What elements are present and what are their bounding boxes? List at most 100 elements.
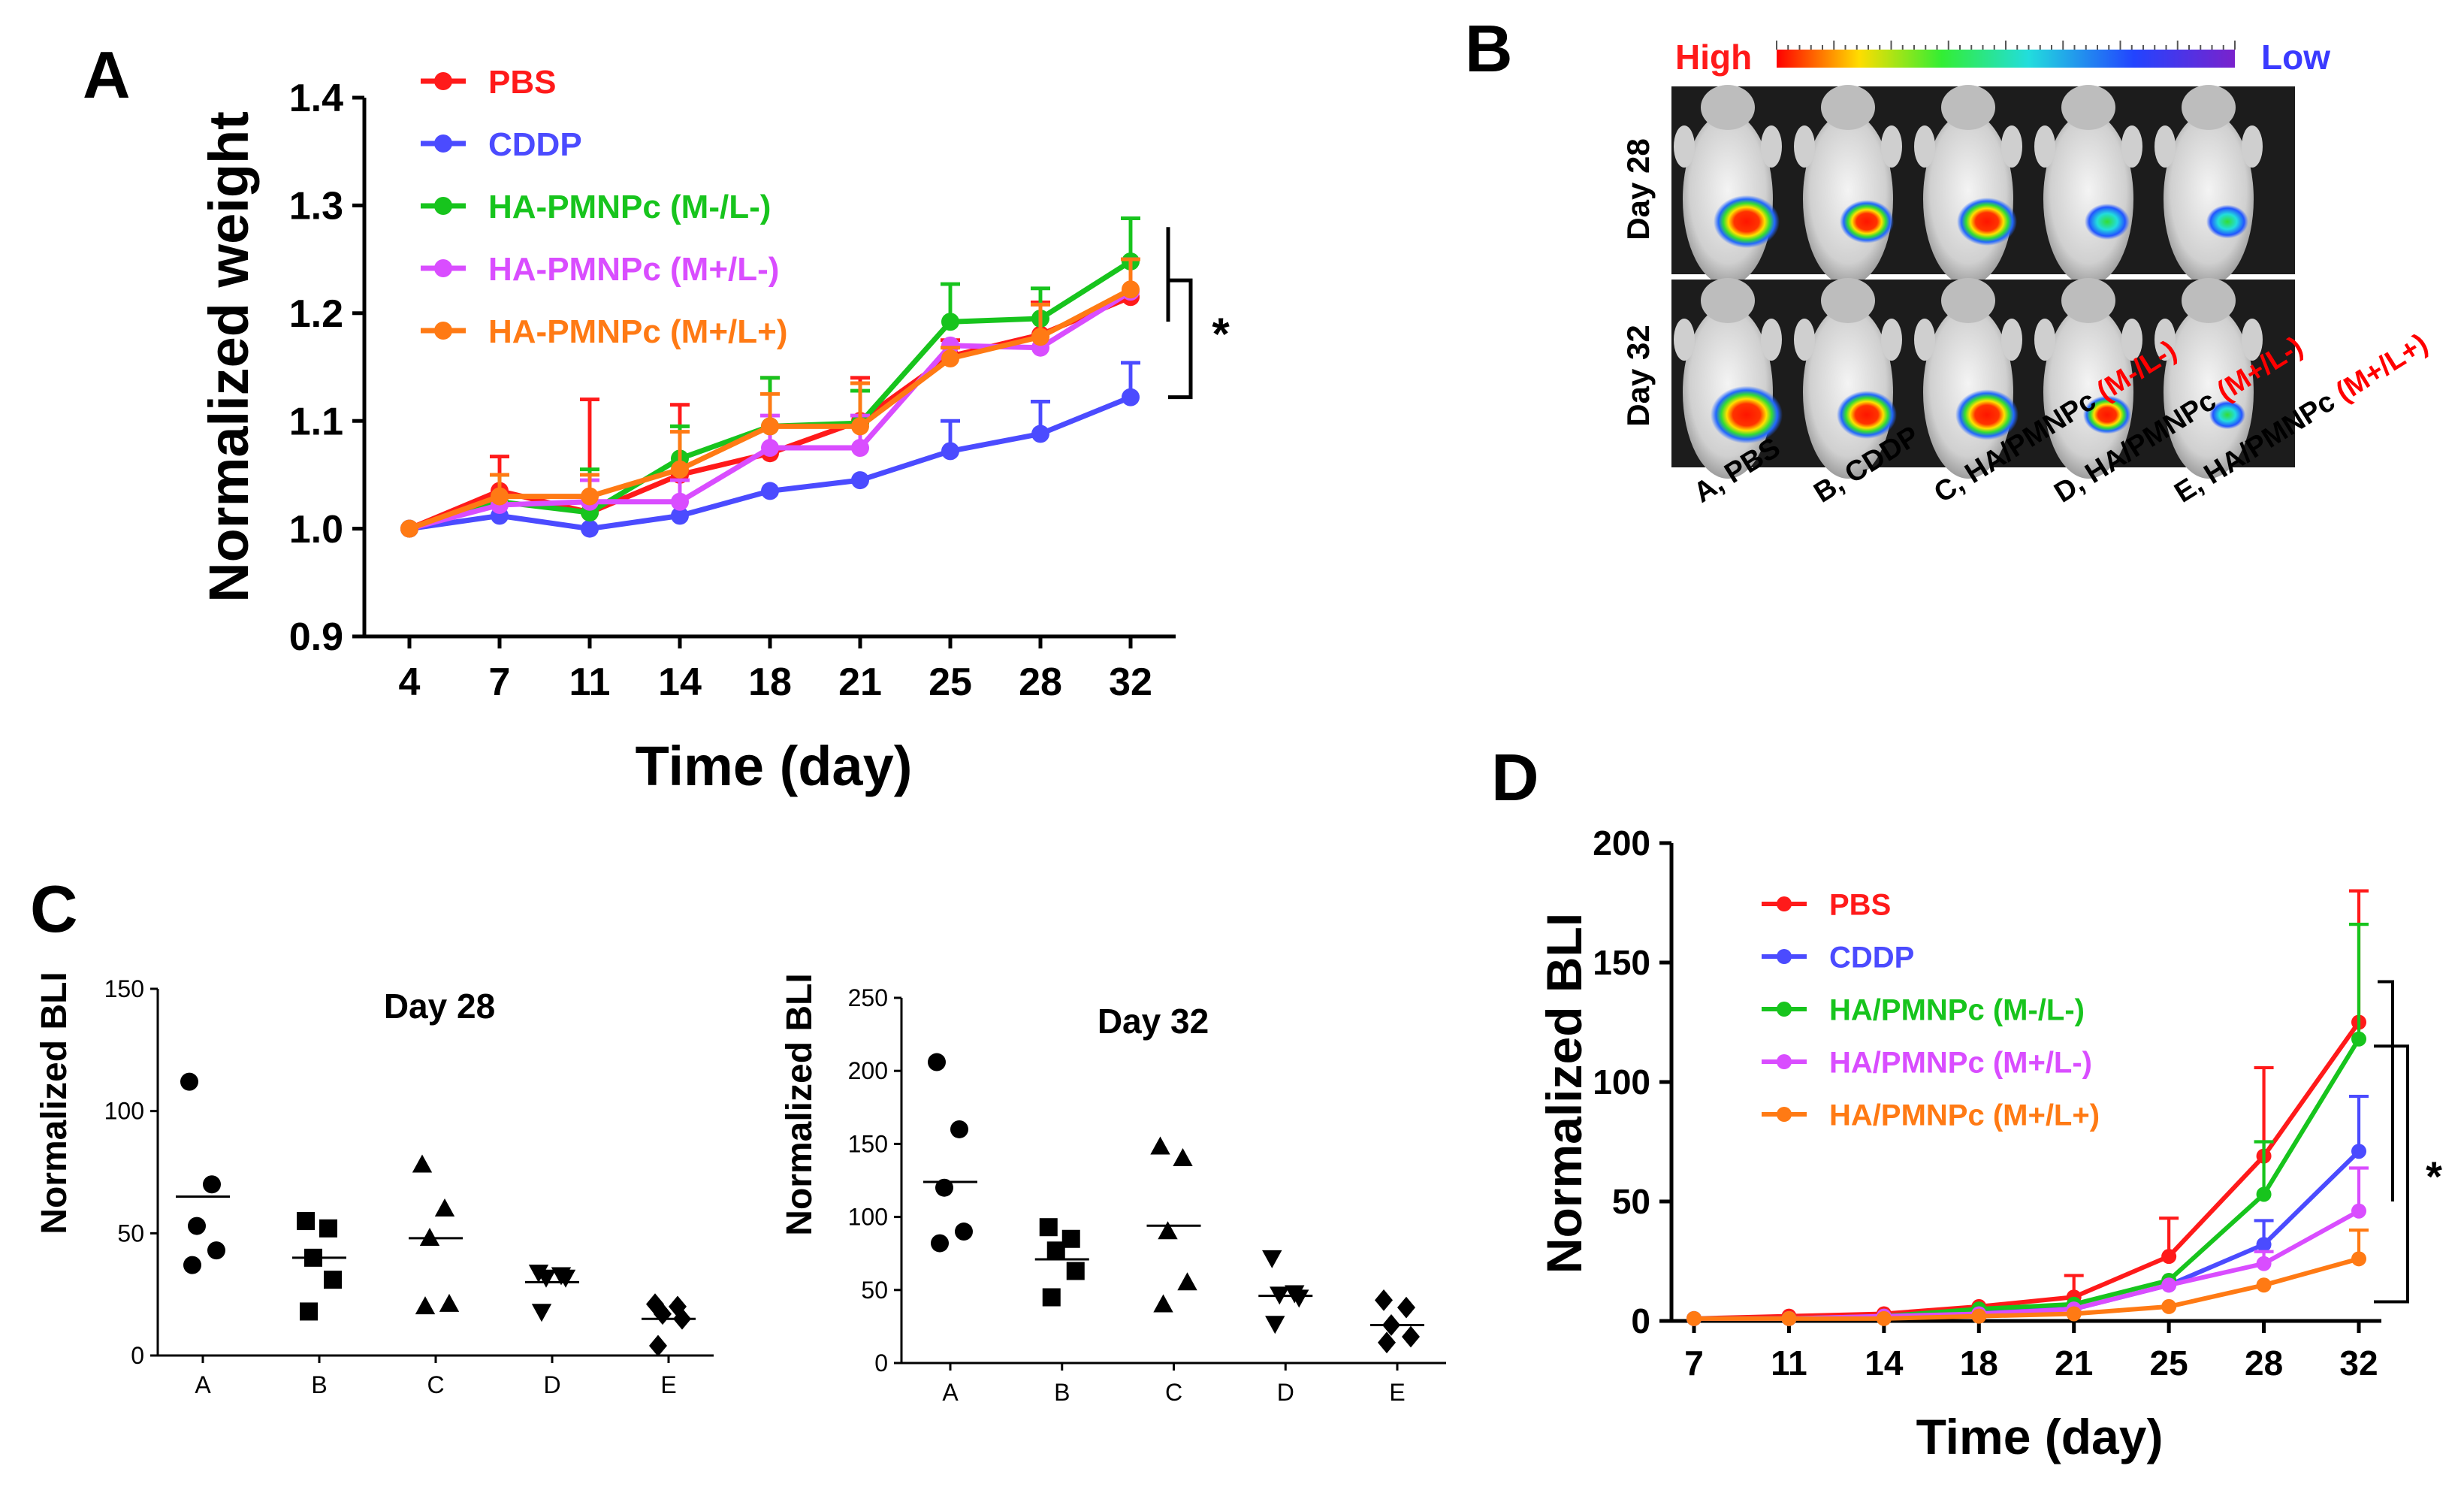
y-tick-label: 1.4	[289, 77, 343, 120]
data-point	[2161, 1249, 2177, 1265]
data-point	[2161, 1277, 2177, 1293]
data-point	[1262, 1250, 1282, 1268]
image-row-0	[1671, 85, 2295, 286]
y-tick-label: 50	[1612, 1182, 1650, 1221]
data-point	[2256, 1237, 2272, 1253]
mouse-image	[1674, 85, 1782, 286]
mouse-head	[1821, 278, 1875, 323]
tumor-signal	[2209, 400, 2245, 430]
y-tick-label: 100	[104, 1098, 144, 1125]
mouse-arm	[2001, 319, 2022, 361]
data-point	[649, 1334, 667, 1357]
panel-label-c: C	[30, 872, 78, 946]
y-tick-label: 0	[1631, 1301, 1650, 1340]
data-point	[2351, 1203, 2366, 1219]
panel-label-a: A	[83, 38, 131, 112]
data-point	[1686, 1310, 1702, 1326]
mouse-body	[2164, 306, 2254, 479]
data-point	[2351, 1031, 2366, 1047]
panel-c2-ylabel: Normalized BLI	[780, 973, 820, 1235]
mouse-arm	[1914, 125, 1935, 168]
data-point	[1173, 1148, 1193, 1167]
y-tick-label: 0	[131, 1342, 144, 1369]
x-tick-label: C	[427, 1371, 444, 1398]
data-point	[491, 487, 509, 506]
y-tick-label: 50	[117, 1220, 144, 1247]
mouse-arm	[1761, 125, 1782, 168]
mouse-arm	[2154, 125, 2176, 168]
panel-label-d: D	[1491, 740, 1539, 815]
data-point	[1177, 1272, 1197, 1291]
data-point	[555, 1269, 576, 1288]
data-point	[2256, 1186, 2272, 1202]
data-point	[1150, 1136, 1170, 1155]
legend-label: HA-PMNPc (M-/L-)	[488, 189, 771, 225]
data-point	[2351, 1144, 2366, 1159]
data-point	[203, 1175, 221, 1194]
data-point	[1397, 1296, 1415, 1319]
mouse-head	[2182, 85, 2236, 130]
group-E	[642, 1293, 696, 1357]
mouse-arm	[1881, 319, 1902, 361]
color-scale-bar	[1777, 50, 2235, 68]
tumor-signal	[2085, 204, 2130, 240]
legend-marker	[1777, 949, 1792, 964]
data-point	[324, 1271, 342, 1289]
x-tick-label: E	[660, 1371, 676, 1398]
data-point	[955, 1223, 973, 1241]
data-point	[297, 1212, 315, 1231]
x-tick-label: A	[942, 1379, 959, 1406]
data-point	[1031, 328, 1049, 346]
data-point	[1031, 425, 1049, 443]
mouse-head	[1821, 85, 1875, 130]
series-line	[1694, 1256, 2360, 1321]
x-tick-label: E	[1389, 1379, 1405, 1406]
color-scale-ticks	[1776, 41, 2236, 50]
data-point	[2161, 1298, 2177, 1314]
panel-c-day32-chart: Normalized BLI Day 32 0 50 100 150 200 250 A B C…	[780, 973, 1446, 1406]
x-tick-label: 11	[569, 660, 611, 704]
y-tick-label: 200	[848, 1057, 888, 1084]
series-line	[1694, 1038, 2361, 1321]
data-point	[851, 471, 869, 490]
data-point	[2256, 1256, 2272, 1271]
mouse-image	[1794, 85, 1902, 286]
legend-label: CDDP	[488, 126, 582, 163]
data-point	[581, 519, 599, 538]
y-tick-label: 1.0	[289, 508, 343, 552]
data-point	[531, 1304, 552, 1322]
mouse-head	[1941, 85, 1995, 130]
legend-marker	[1777, 896, 1792, 911]
mouse-body	[2164, 113, 2254, 286]
data-point	[950, 1120, 968, 1138]
data-point	[2351, 1251, 2366, 1267]
legend-label: HA/PMNPc (M+/L-)	[1829, 1046, 2092, 1079]
data-point	[1378, 1331, 1396, 1354]
legend-label: HA/PMNPc (M-/L-)	[1829, 993, 2085, 1026]
data-point	[941, 313, 959, 331]
data-point	[941, 349, 959, 368]
group-C	[409, 1154, 463, 1315]
mouse-arm	[2001, 125, 2022, 168]
x-tick-label: 21	[838, 660, 882, 704]
group-D	[525, 1265, 579, 1322]
data-point	[536, 1269, 557, 1288]
legend-marker	[1777, 1107, 1792, 1122]
mouse-arm	[1674, 125, 1695, 168]
x-tick-label: 28	[2245, 1343, 2283, 1383]
panel-a-ylabel: Normalized weight	[198, 111, 260, 603]
tumor-signal	[1955, 389, 2019, 440]
legend-label: PBS	[488, 64, 556, 101]
legend-marker	[434, 197, 452, 215]
mouse-image	[1914, 85, 2022, 286]
mouse-body	[2043, 113, 2133, 286]
legend-marker	[434, 134, 452, 153]
y-tick-label: 1.3	[289, 185, 343, 228]
mouse-arm	[2034, 319, 2055, 361]
mouse-head	[2061, 85, 2115, 130]
x-tick-label: 21	[2055, 1343, 2093, 1383]
series-4	[1686, 1229, 2369, 1326]
panel-c-day28-chart: Normalized BLI Day 28 0 50 100 150 A B C D E	[35, 972, 714, 1398]
legend-label: CDDP	[1829, 941, 1914, 974]
